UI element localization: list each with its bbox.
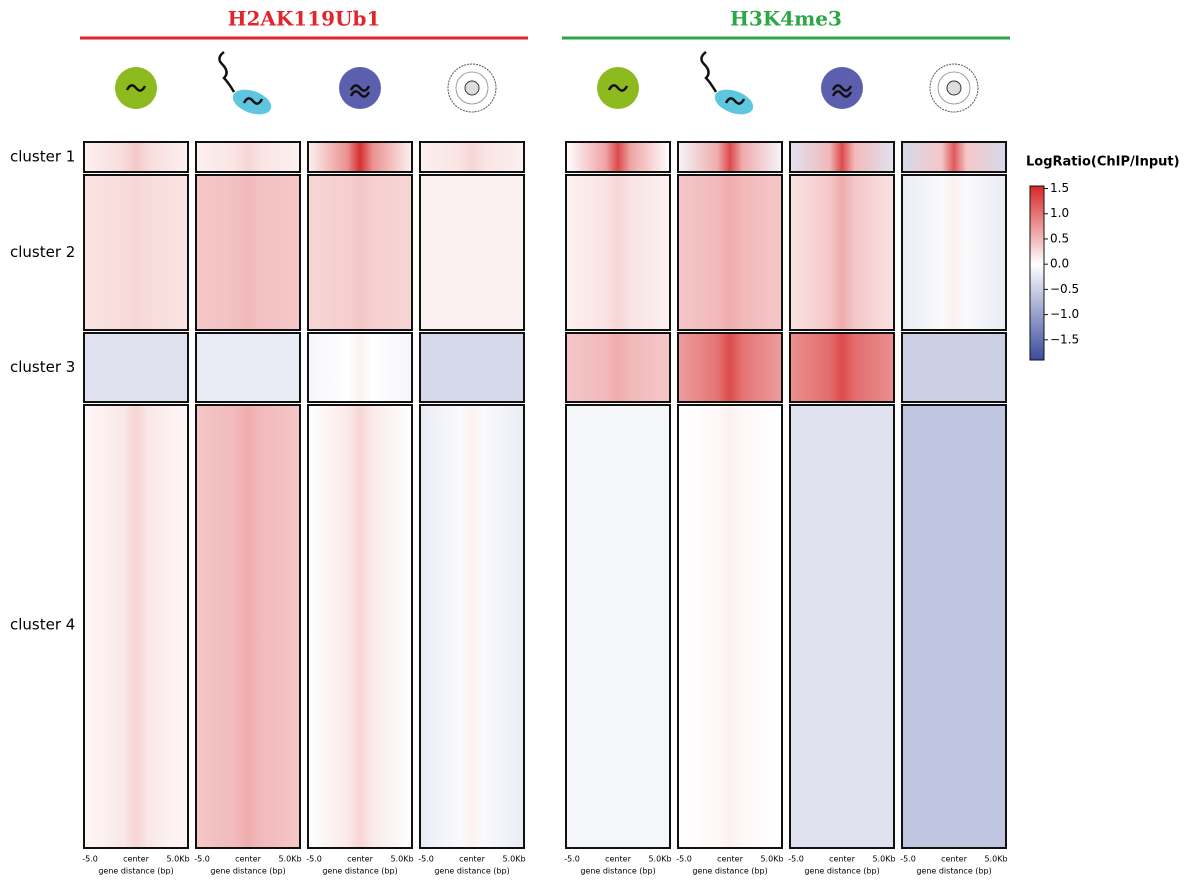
x-tick-label: -5.0 bbox=[418, 855, 434, 864]
cell-icon-inner bbox=[937, 71, 971, 105]
heatmap-panel bbox=[789, 404, 895, 849]
heatmap-panel bbox=[677, 141, 783, 173]
icon-squiggle bbox=[607, 84, 629, 92]
x-tick-label: center bbox=[829, 855, 855, 864]
x-tick-label: -5.0 bbox=[306, 855, 322, 864]
cluster-label: cluster 1 bbox=[10, 148, 75, 166]
x-tick-label: 5.0Kb bbox=[166, 855, 189, 864]
cell-icon-nucleus bbox=[464, 80, 480, 96]
colorbar-tick-label: −1.0 bbox=[1050, 307, 1079, 321]
x-axis-label: gene distance (bp) bbox=[322, 867, 397, 876]
icon-squiggle bbox=[242, 97, 264, 105]
heatmap-panel bbox=[195, 332, 301, 403]
x-axis-label: gene distance (bp) bbox=[434, 867, 509, 876]
icon-squiggle bbox=[125, 84, 147, 92]
heatmap-panel bbox=[83, 332, 189, 403]
group-title: H3K4me3 bbox=[730, 7, 842, 31]
x-tick-label: 5.0Kb bbox=[278, 855, 301, 864]
colorbar bbox=[1029, 185, 1045, 361]
x-tick-label: 5.0Kb bbox=[760, 855, 783, 864]
x-axis-label: gene distance (bp) bbox=[916, 867, 991, 876]
heatmap-panel bbox=[677, 174, 783, 331]
x-axis-label: gene distance (bp) bbox=[692, 867, 767, 876]
x-tick-label: 5.0Kb bbox=[984, 855, 1007, 864]
x-axis-label: gene distance (bp) bbox=[580, 867, 655, 876]
x-tick-label: 5.0Kb bbox=[648, 855, 671, 864]
x-tick-label: center bbox=[459, 855, 485, 864]
cell-icon-nucleus bbox=[946, 80, 962, 96]
heatmap-panel bbox=[195, 404, 301, 849]
heatmap-panel bbox=[677, 404, 783, 849]
heatmap-panel bbox=[789, 332, 895, 403]
heatmap-panel bbox=[307, 174, 413, 331]
cluster-label: cluster 3 bbox=[10, 358, 75, 376]
x-tick-label: -5.0 bbox=[564, 855, 580, 864]
x-tick-label: 5.0Kb bbox=[872, 855, 895, 864]
heatmap-panel bbox=[789, 174, 895, 331]
x-tick-label: center bbox=[717, 855, 743, 864]
x-tick-label: -5.0 bbox=[82, 855, 98, 864]
cluster-label: cluster 2 bbox=[10, 243, 75, 261]
x-tick-label: center bbox=[235, 855, 261, 864]
x-tick-label: 5.0Kb bbox=[502, 855, 525, 864]
colorbar-tick-label: −0.5 bbox=[1050, 282, 1079, 296]
heatmap-panel bbox=[565, 174, 671, 331]
x-tick-label: 5.0Kb bbox=[390, 855, 413, 864]
heatmap-panel bbox=[901, 332, 1007, 403]
x-tick-label: -5.0 bbox=[900, 855, 916, 864]
heatmap-panel bbox=[901, 141, 1007, 173]
heatmap-panel bbox=[83, 141, 189, 173]
heatmap-panel bbox=[789, 141, 895, 173]
heatmap-panel bbox=[419, 404, 525, 849]
group-title: H2AK119Ub1 bbox=[228, 7, 381, 31]
icon-flagellum bbox=[218, 51, 236, 93]
colorbar-tick-label: 0.5 bbox=[1050, 231, 1069, 245]
x-tick-label: center bbox=[941, 855, 967, 864]
icon-squiggle bbox=[724, 97, 746, 105]
heatmap-panel bbox=[307, 332, 413, 403]
x-tick-label: center bbox=[347, 855, 373, 864]
heatmap-panel bbox=[677, 332, 783, 403]
heatmap-panel bbox=[565, 141, 671, 173]
x-tick-label: -5.0 bbox=[788, 855, 804, 864]
icon-squiggle bbox=[349, 84, 371, 98]
heatmap-panel bbox=[901, 174, 1007, 331]
heatmap-panel bbox=[565, 332, 671, 403]
heatmap-panel bbox=[307, 404, 413, 849]
colorbar-tick-label: −1.5 bbox=[1050, 332, 1079, 346]
heatmap-panel bbox=[83, 404, 189, 849]
heatmap-panel bbox=[419, 174, 525, 331]
icon-squiggle bbox=[831, 84, 853, 98]
heatmap-panel bbox=[901, 404, 1007, 849]
heatmap-panel bbox=[307, 141, 413, 173]
heatmap-panel bbox=[83, 174, 189, 331]
cell-icon-inner bbox=[455, 71, 489, 105]
icon-flagellum bbox=[700, 51, 718, 93]
cell-icon bbox=[232, 89, 272, 115]
heatmap-panel bbox=[195, 174, 301, 331]
x-tick-label: -5.0 bbox=[194, 855, 210, 864]
x-tick-label: center bbox=[605, 855, 631, 864]
heatmap-panel bbox=[565, 404, 671, 849]
x-axis-label: gene distance (bp) bbox=[804, 867, 879, 876]
heatmap-panel bbox=[419, 332, 525, 403]
x-axis-label: gene distance (bp) bbox=[210, 867, 285, 876]
heatmap-panel bbox=[195, 141, 301, 173]
colorbar-tick-label: 1.0 bbox=[1050, 206, 1069, 220]
x-tick-label: -5.0 bbox=[676, 855, 692, 864]
cell-icon bbox=[714, 89, 754, 115]
colorbar-tick-label: 0.0 bbox=[1050, 257, 1069, 271]
x-axis-label: gene distance (bp) bbox=[98, 867, 173, 876]
colorbar-tick-label: 1.5 bbox=[1050, 181, 1069, 195]
colorbar-title: LogRatio(ChIP/Input) bbox=[1026, 155, 1180, 170]
heatmap-panel bbox=[419, 141, 525, 173]
x-tick-label: center bbox=[123, 855, 149, 864]
cluster-label: cluster 4 bbox=[10, 616, 75, 634]
